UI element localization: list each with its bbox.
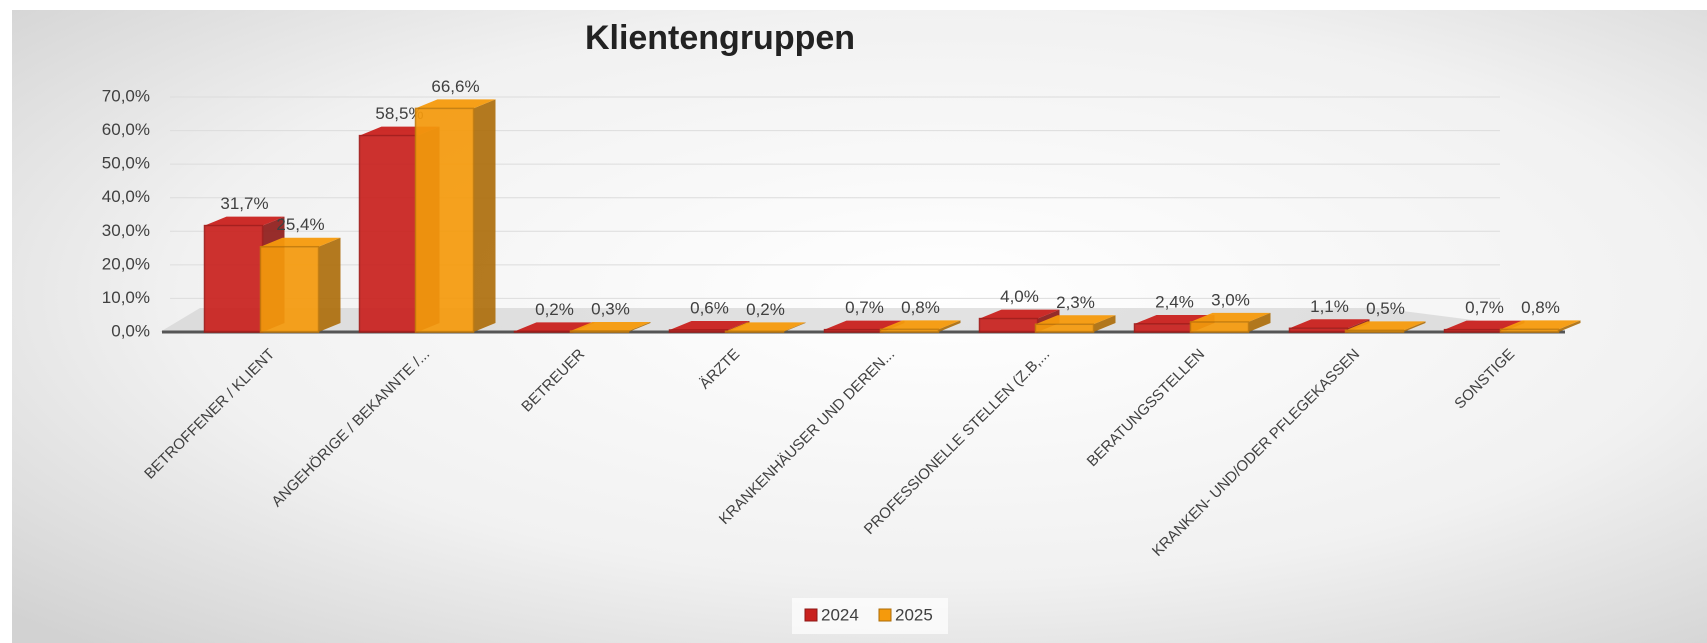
bar-top bbox=[1035, 315, 1116, 325]
y-tick-label: 0,0% bbox=[111, 321, 150, 340]
bar-top bbox=[824, 320, 905, 330]
y-tick-label: 10,0% bbox=[102, 288, 150, 307]
legend-box bbox=[792, 598, 948, 634]
bar bbox=[1344, 329, 1405, 333]
bar bbox=[1189, 321, 1250, 333]
bar-side bbox=[1093, 315, 1116, 332]
y-tick-label: 70,0% bbox=[102, 86, 150, 105]
bar-top bbox=[725, 322, 806, 332]
legend-label: 2024 bbox=[821, 605, 859, 624]
bar-side bbox=[1558, 320, 1581, 332]
bar-top bbox=[669, 320, 750, 330]
bar-top bbox=[260, 237, 341, 247]
data-label: 0,2% bbox=[535, 300, 574, 319]
bar-top bbox=[415, 99, 496, 109]
data-label: 0,8% bbox=[1521, 298, 1560, 317]
bar-side bbox=[1403, 321, 1426, 332]
bar bbox=[724, 330, 785, 333]
bar bbox=[203, 224, 264, 333]
bar bbox=[259, 245, 320, 333]
bar bbox=[823, 328, 884, 333]
data-label: 0,8% bbox=[901, 298, 940, 317]
bar-top bbox=[1190, 312, 1271, 322]
data-label: 2,4% bbox=[1155, 292, 1194, 311]
bar bbox=[569, 330, 630, 333]
y-tick-label: 30,0% bbox=[102, 221, 150, 240]
data-label: 0,7% bbox=[845, 298, 884, 317]
y-tick-label: 20,0% bbox=[102, 254, 150, 273]
data-label: 2,3% bbox=[1056, 293, 1095, 312]
bar-side bbox=[473, 99, 496, 333]
data-label: 0,2% bbox=[746, 300, 785, 319]
bar bbox=[668, 329, 729, 333]
bar-top bbox=[880, 320, 961, 330]
legend-label: 2025 bbox=[895, 605, 933, 624]
bar bbox=[1034, 323, 1095, 333]
legend-swatch bbox=[878, 608, 892, 622]
data-label: 66,6% bbox=[431, 77, 479, 96]
bar-top bbox=[514, 322, 595, 332]
data-label: 0,6% bbox=[690, 298, 729, 317]
bar bbox=[513, 330, 574, 333]
bar-top bbox=[1289, 319, 1370, 329]
data-label: 3,0% bbox=[1211, 290, 1250, 309]
bar bbox=[1133, 323, 1194, 333]
data-label: 1,1% bbox=[1310, 297, 1349, 316]
data-label: 4,0% bbox=[1000, 287, 1039, 306]
y-tick-label: 50,0% bbox=[102, 154, 150, 173]
bar bbox=[879, 328, 940, 333]
bar-top bbox=[1500, 320, 1581, 330]
bar bbox=[1288, 327, 1349, 333]
bar-side bbox=[783, 322, 806, 332]
bar bbox=[1443, 328, 1504, 333]
bar-top bbox=[1444, 320, 1525, 330]
data-label: 0,3% bbox=[591, 299, 630, 318]
chart-title: Klientengruppen bbox=[585, 19, 855, 57]
bar-side bbox=[938, 320, 961, 332]
y-tick-label: 60,0% bbox=[102, 120, 150, 139]
y-tick-label: 40,0% bbox=[102, 187, 150, 206]
data-label: 0,5% bbox=[1366, 299, 1405, 318]
bar bbox=[978, 317, 1039, 333]
data-label: 31,7% bbox=[220, 194, 268, 213]
legend-swatch bbox=[804, 608, 818, 622]
bar-top bbox=[570, 321, 651, 331]
bar bbox=[414, 107, 475, 333]
bar-side bbox=[1248, 312, 1271, 332]
bar bbox=[1499, 328, 1560, 333]
bar-top bbox=[979, 309, 1060, 319]
data-label: 58,5% bbox=[375, 104, 423, 123]
bar-top bbox=[204, 216, 285, 226]
bar-top bbox=[1345, 321, 1426, 331]
data-label: 0,7% bbox=[1465, 298, 1504, 317]
data-label: 25,4% bbox=[276, 215, 324, 234]
bar-side bbox=[318, 237, 341, 332]
bar-side bbox=[628, 321, 651, 332]
bar bbox=[358, 134, 419, 333]
